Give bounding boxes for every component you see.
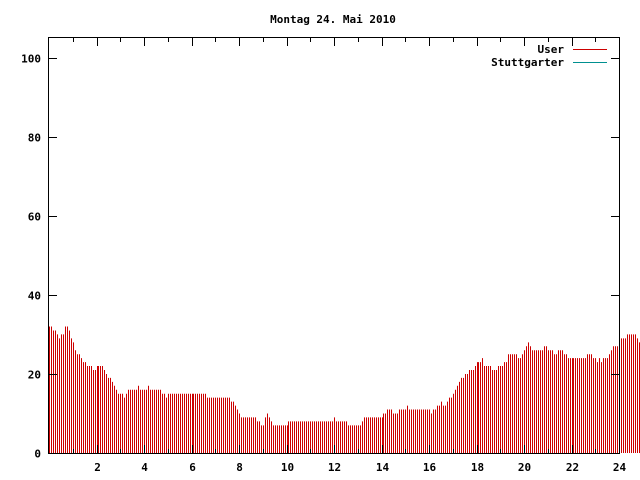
x-tick-label: 20	[518, 461, 531, 474]
chart-title: Montag 24. Mai 2010	[270, 13, 396, 26]
bars-layer	[49, 326, 640, 453]
x-tick-label: 10	[281, 461, 294, 474]
x-tick-label: 18	[471, 461, 484, 474]
legend-label: User	[538, 43, 565, 56]
x-tick-label: 24	[613, 461, 627, 474]
y-tick-label: 60	[28, 211, 41, 224]
legend-label: Stuttgarter	[491, 56, 564, 69]
x-tick-label: 22	[566, 461, 579, 474]
y-tick-label: 100	[21, 53, 41, 66]
x-tick-label: 4	[141, 461, 148, 474]
y-tick-label: 40	[28, 290, 41, 303]
y-tick-label: 20	[28, 369, 41, 382]
x-tick-label: 2	[94, 461, 101, 474]
plot-frame	[48, 37, 620, 454]
x-tick-label: 16	[423, 461, 437, 474]
y-tick-label: 0	[34, 448, 41, 461]
y-tick-label: 80	[28, 132, 41, 145]
x-tick-label: 12	[328, 461, 341, 474]
x-tick-label: 8	[236, 461, 243, 474]
x-tick-label: 6	[189, 461, 196, 474]
x-tick-label: 14	[376, 461, 390, 474]
